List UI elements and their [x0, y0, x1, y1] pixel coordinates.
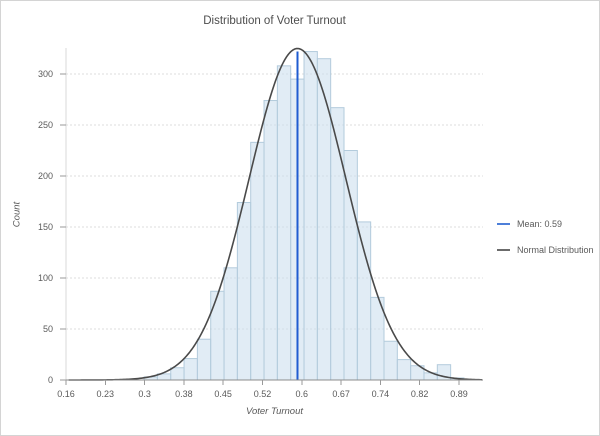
- histogram-bar: [223, 267, 238, 381]
- x-tick-label: 0.82: [411, 389, 429, 399]
- y-tick-label: 200: [38, 171, 53, 181]
- legend-label-normal: Normal Distribution: [517, 245, 594, 255]
- histogram-bar: [196, 338, 212, 381]
- x-tick-label: 0.67: [332, 389, 350, 399]
- histogram-bar: [183, 358, 198, 381]
- histogram-bar: [210, 290, 225, 381]
- normal-distribution-curve: [68, 47, 483, 381]
- x-tick-label: 0.23: [97, 389, 115, 399]
- histogram-bar: [250, 141, 265, 381]
- x-tick-label: 0.45: [214, 389, 232, 399]
- chart-title: Distribution of Voter Turnout: [203, 15, 346, 27]
- x-axis-title: Voter Turnout: [245, 406, 304, 417]
- legend-label-mean: Mean: 0.59: [517, 219, 563, 229]
- normal-curve-swatch-icon: [497, 249, 510, 251]
- histogram-bar: [303, 51, 318, 381]
- y-tick-label: 300: [38, 69, 53, 79]
- y-tick-label: 50: [43, 324, 53, 334]
- x-tick-label: 0.3: [138, 389, 151, 399]
- histogram-bar: [263, 100, 278, 381]
- x-tick-label: 0.89: [450, 389, 468, 399]
- y-tick-label: 0: [48, 375, 53, 385]
- x-tick-label: 0.74: [372, 389, 390, 399]
- x-tick-label: 0.6: [296, 389, 309, 399]
- histogram-bar: [356, 221, 372, 381]
- histogram-bar: [343, 150, 358, 381]
- histogram-bar: [276, 65, 292, 381]
- x-tick-label: 0.38: [175, 389, 193, 399]
- mean-line-swatch-icon: [497, 223, 510, 225]
- y-tick-label: 250: [38, 120, 53, 130]
- y-tick-label: 100: [38, 273, 53, 283]
- histogram-bar: [396, 359, 412, 381]
- histogram-bar: [236, 202, 252, 381]
- histogram-bar: [383, 340, 398, 381]
- histogram-bar: [316, 58, 332, 381]
- y-tick-label: 150: [38, 222, 53, 232]
- histogram-bar: [330, 107, 345, 381]
- histogram-bar: [370, 296, 385, 381]
- legend-item-normal: Normal Distribution: [497, 245, 594, 255]
- legend-item-mean: Mean: 0.59: [497, 219, 594, 229]
- y-axis-title: Count: [11, 201, 23, 228]
- legend: Mean: 0.59 Normal Distribution: [497, 219, 594, 255]
- x-tick-label: 0.16: [57, 389, 75, 399]
- histogram-bar: [170, 367, 185, 381]
- x-tick-label: 0.52: [254, 389, 272, 399]
